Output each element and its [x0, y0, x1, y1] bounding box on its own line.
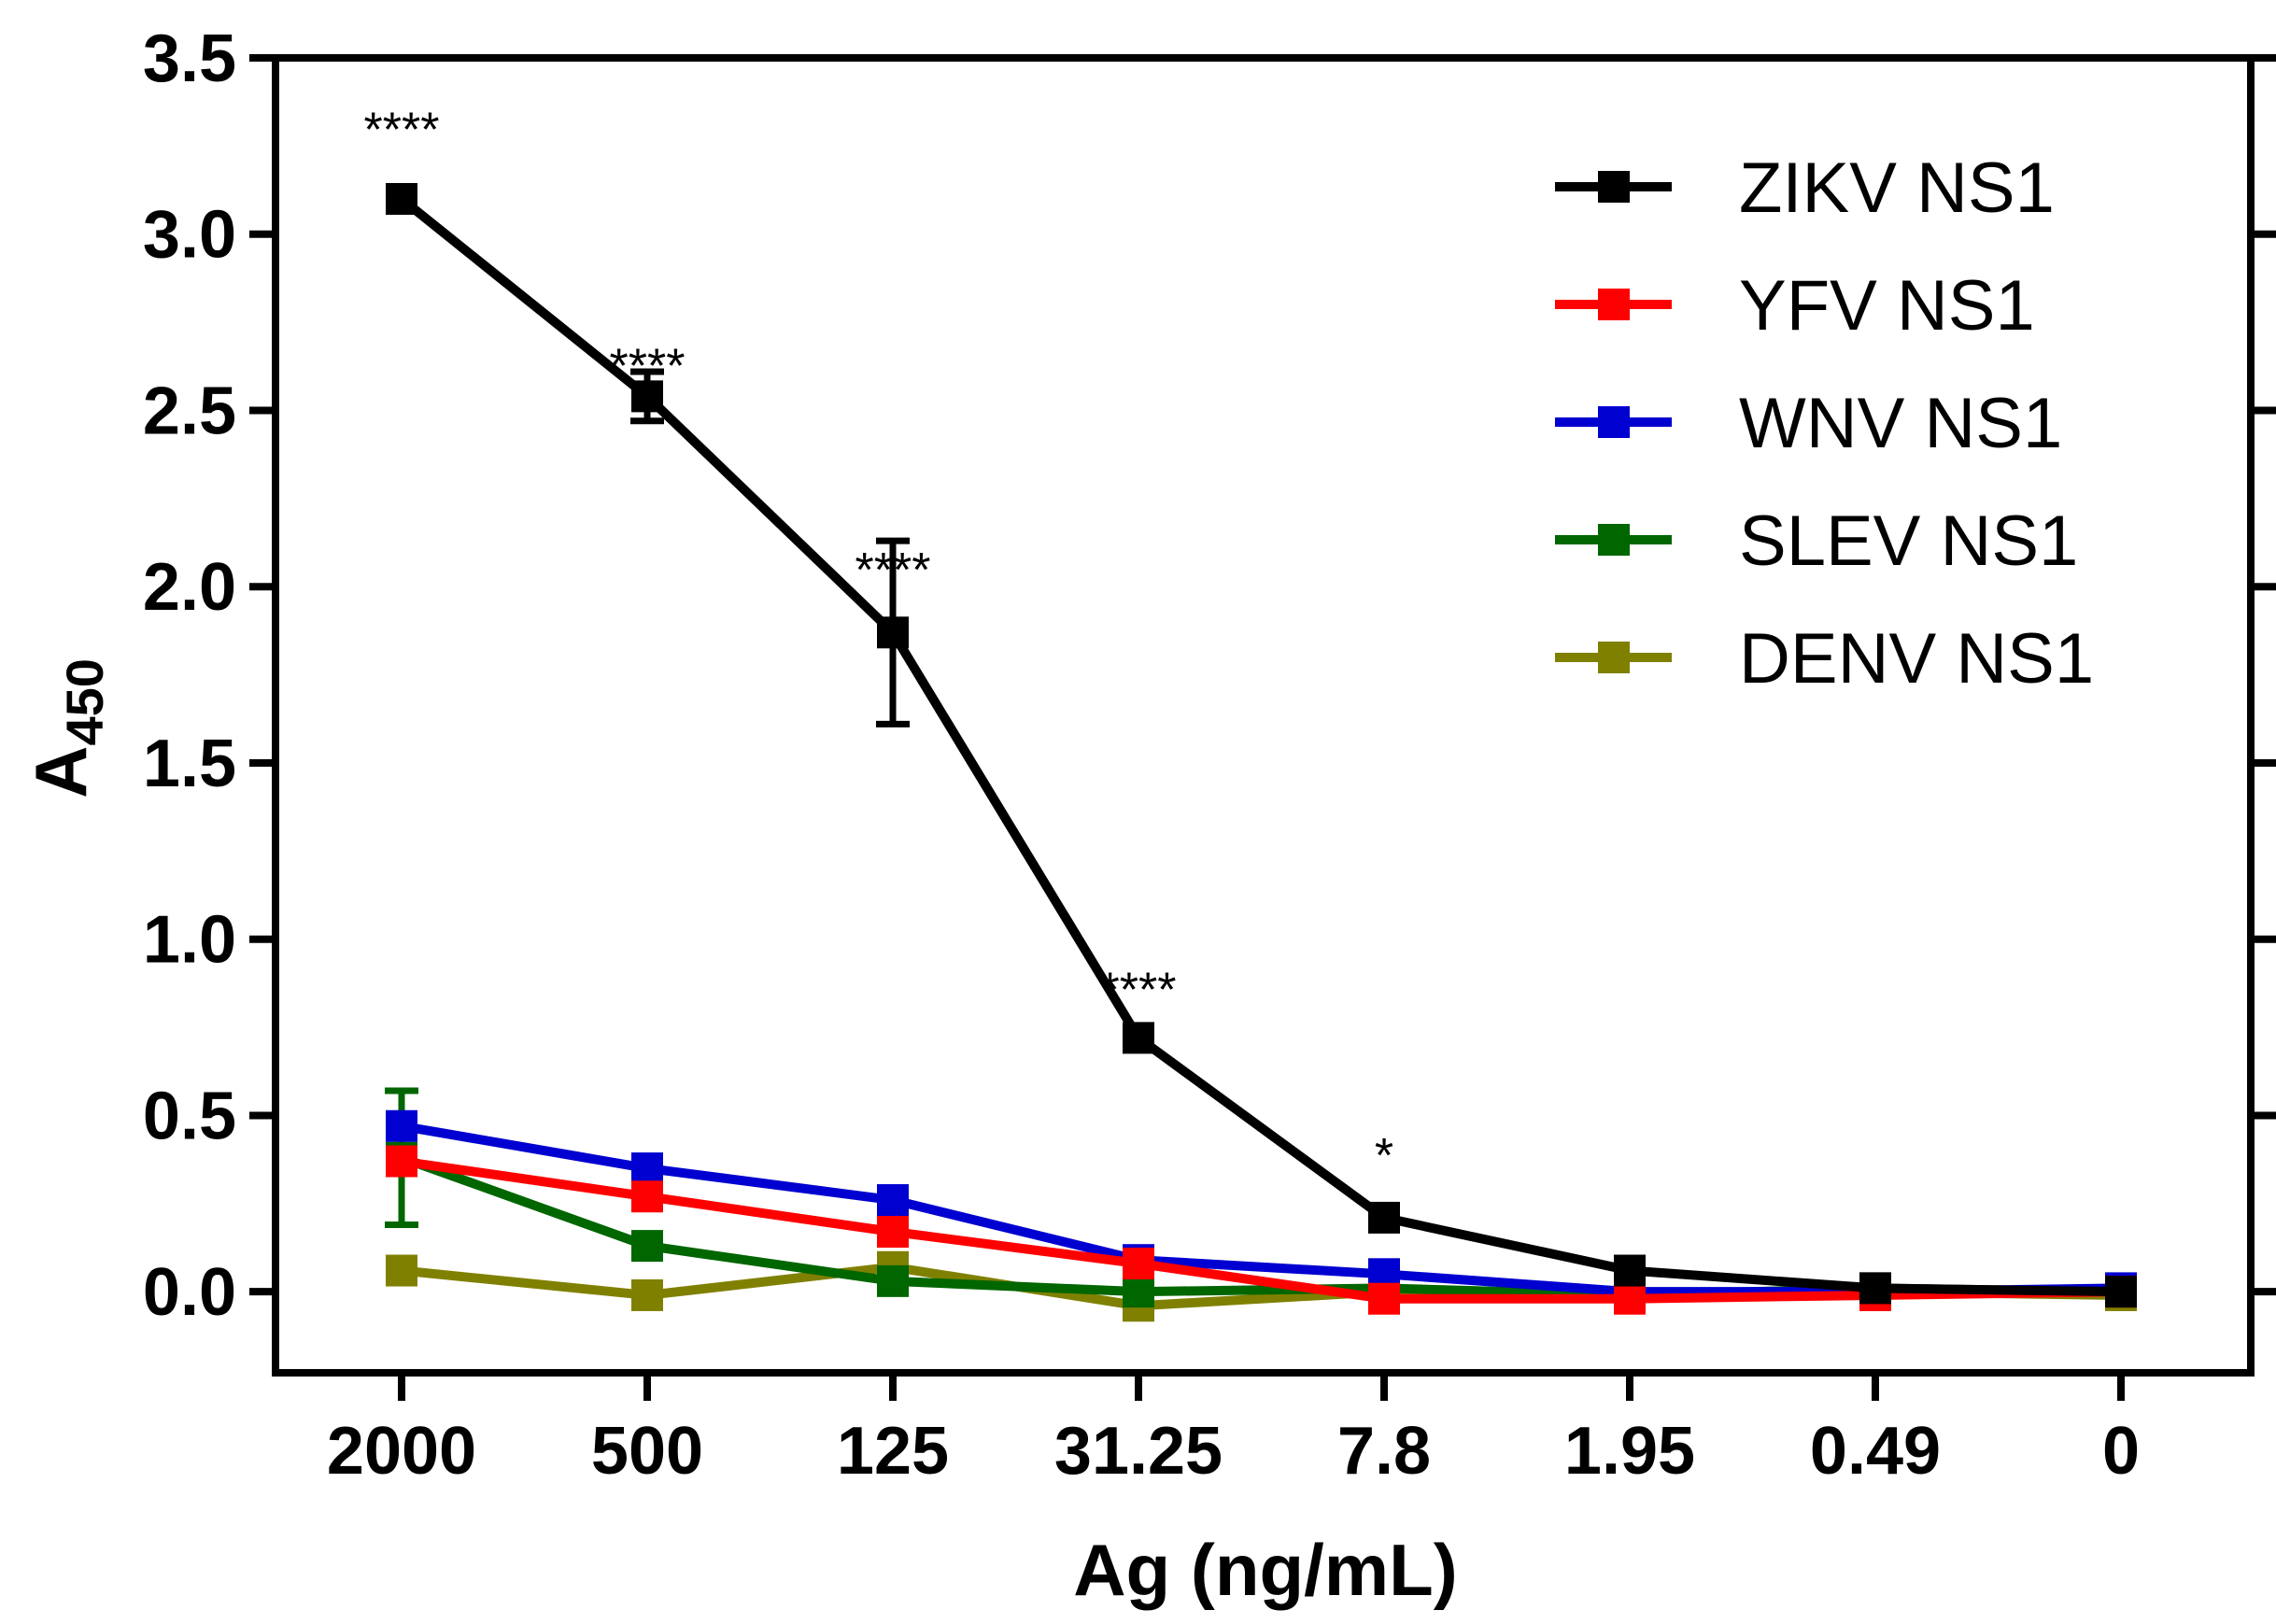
x-tick-label: 1.95 — [1564, 1414, 1695, 1489]
annotation-layer: ***************** — [364, 103, 1394, 1182]
legend-entry: WNV NS1 — [1555, 384, 2062, 463]
legend-entry: SLEV NS1 — [1555, 501, 2078, 581]
plot-frame — [272, 54, 2255, 1377]
x-tick-label: 7.8 — [1337, 1414, 1431, 1489]
data-point — [2105, 1276, 2137, 1308]
legend-label: WNV NS1 — [1739, 384, 2062, 463]
legend-marker — [1598, 289, 1630, 320]
data-point — [1123, 1247, 1154, 1279]
data-point — [877, 616, 909, 649]
legend-label: YFV NS1 — [1739, 266, 2035, 346]
legend: ZIKV NS1 YFV NS1 WNV NS1 SLEV NS1 DENV NS1 — [1555, 148, 2094, 699]
data-point — [1614, 1254, 1646, 1287]
y-tick-label: 1.5 — [143, 727, 236, 801]
series-line — [398, 195, 2122, 1297]
significance-label: **** — [364, 103, 440, 157]
data-point — [1859, 1272, 1891, 1305]
data-point — [1123, 1276, 1154, 1308]
y-tick-label: 2.0 — [143, 550, 236, 625]
legend-entry: YFV NS1 — [1555, 266, 2035, 346]
legend-marker — [1598, 171, 1630, 203]
data-point — [877, 1264, 909, 1297]
significance-label: **** — [1101, 963, 1177, 1017]
x-tick-label: 31.25 — [1054, 1414, 1223, 1489]
y-axis-title-subscript: 450 — [55, 658, 114, 745]
data-point — [877, 1184, 909, 1217]
y-tick-label: 0.0 — [143, 1255, 236, 1330]
legend-marker — [1598, 406, 1630, 438]
axes: 0.0 0.5 1.0 1.5 2.0 2.5 3.0 3.5 2000 500 125 31.25 7… — [143, 21, 2276, 1489]
x-tick-label: 2000 — [327, 1414, 476, 1489]
legend-marker — [1598, 642, 1630, 673]
significance-label: * — [1375, 1129, 1393, 1183]
data-point — [386, 182, 417, 215]
x-tick-label: 0.49 — [1810, 1414, 1941, 1489]
significance-label: **** — [610, 339, 686, 393]
data-point — [1614, 1282, 1646, 1315]
data-point — [386, 1254, 417, 1287]
x-tick-label: 500 — [591, 1414, 703, 1489]
data-point — [631, 1152, 663, 1185]
data-point — [1123, 1022, 1154, 1054]
legend-marker — [1598, 524, 1630, 556]
y-tick-label: 3.0 — [143, 198, 236, 273]
legend-label: DENV NS1 — [1739, 619, 2094, 699]
x-axis-title: Ag (ng/mL) — [1073, 1529, 1458, 1611]
y-axis-title: A450 — [20, 658, 114, 798]
x-tick-label: 125 — [837, 1414, 949, 1489]
legend-label: ZIKV NS1 — [1739, 148, 2055, 228]
data-point — [877, 1216, 909, 1249]
legend-entry: ZIKV NS1 — [1555, 148, 2055, 228]
legend-entry: DENV NS1 — [1555, 619, 2094, 699]
series-layer — [385, 182, 2137, 1322]
data-point — [631, 1230, 663, 1263]
data-point — [631, 1180, 663, 1213]
data-point — [386, 1109, 417, 1142]
y-axis-title-main: A — [20, 746, 102, 798]
y-tick-label: 3.5 — [143, 21, 236, 96]
data-point — [631, 380, 663, 413]
x-tick-label: 0 — [2102, 1414, 2140, 1489]
data-point — [631, 1278, 663, 1311]
y-tick-label: 0.5 — [143, 1079, 236, 1153]
legend-label: SLEV NS1 — [1739, 501, 2078, 581]
significance-label: **** — [855, 544, 931, 598]
series-zikv-ns1 — [386, 182, 2137, 1308]
plot-area — [272, 54, 2255, 1377]
data-point — [1368, 1282, 1400, 1315]
y-tick-label: 2.5 — [143, 374, 236, 448]
data-point — [1368, 1201, 1400, 1234]
data-point — [386, 1145, 417, 1178]
y-tick-label: 1.0 — [143, 903, 236, 978]
series-line — [401, 1156, 2122, 1304]
